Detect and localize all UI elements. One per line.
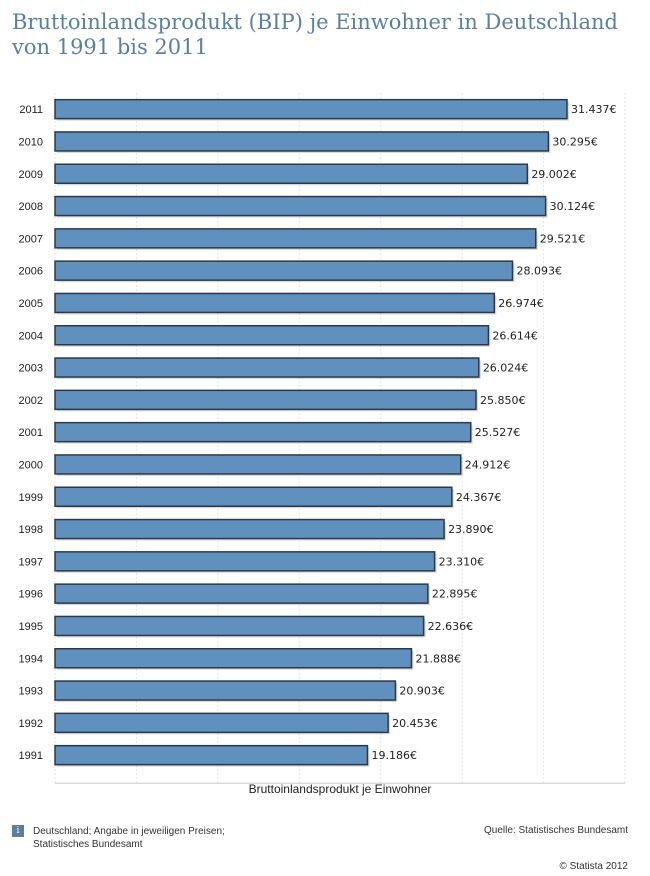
- category-label: 2007: [19, 233, 43, 245]
- category-label: 1992: [19, 718, 43, 730]
- bar-1997[interactable]: [54, 551, 436, 572]
- bar-2009[interactable]: [54, 163, 529, 184]
- category-label: 1999: [19, 492, 43, 504]
- value-label: 30.124€: [550, 200, 596, 213]
- value-label: 20.453€: [392, 717, 438, 730]
- value-label: 26.974€: [498, 297, 544, 310]
- value-label: 28.093€: [517, 265, 563, 278]
- bar-1998[interactable]: [54, 518, 445, 540]
- bar-1995[interactable]: [54, 615, 425, 637]
- source-label: Quelle: Statistisches Bundesamt: [484, 825, 628, 836]
- bar-2004[interactable]: [54, 325, 490, 346]
- bar-2002[interactable]: [54, 389, 477, 411]
- bar-2008[interactable]: [54, 195, 547, 217]
- value-label: 24.912€: [465, 458, 511, 471]
- value-label: 25.527€: [475, 426, 521, 439]
- bar-2003[interactable]: [54, 357, 480, 378]
- bar-1992[interactable]: [54, 712, 389, 734]
- info-icon[interactable]: i: [12, 825, 24, 837]
- bar-2010[interactable]: [54, 131, 550, 152]
- value-label: 22.636€: [428, 620, 474, 633]
- bar-1991[interactable]: [54, 744, 369, 766]
- value-label: 26.614€: [492, 329, 537, 342]
- value-label: 21.888€: [415, 652, 461, 665]
- value-label: 23.890€: [448, 523, 494, 536]
- category-label: 1997: [19, 556, 43, 568]
- category-label: 1993: [19, 686, 43, 698]
- category-label: 1996: [19, 589, 43, 601]
- bar-2005[interactable]: [54, 292, 496, 314]
- bar-1993[interactable]: [54, 680, 397, 701]
- chart-title: Bruttoinlandsprodukt (BIP) je Einwohner …: [12, 10, 618, 59]
- category-label: 2008: [19, 201, 43, 213]
- category-label: 2002: [19, 395, 43, 407]
- bar-2006[interactable]: [54, 260, 514, 281]
- value-label: 29.521€: [540, 232, 586, 245]
- bar-2007[interactable]: [54, 228, 537, 249]
- value-label: 25.850€: [480, 394, 526, 407]
- category-label: 2003: [19, 363, 43, 375]
- category-label: 2006: [19, 266, 43, 278]
- bar-2000[interactable]: [54, 454, 462, 475]
- category-label: 2000: [19, 459, 43, 471]
- x-axis-title: Bruttoinlandsprodukt je Einwohner: [249, 782, 432, 796]
- value-label: 29.002€: [531, 168, 577, 181]
- category-label: 1995: [19, 621, 43, 633]
- category-label: 2005: [19, 298, 43, 310]
- category-label: 1991: [19, 750, 43, 762]
- category-label: 2009: [19, 169, 43, 181]
- category-label: 2001: [19, 427, 43, 439]
- category-label: 2011: [19, 104, 43, 116]
- category-label: 2004: [19, 330, 43, 342]
- value-label: 24.367€: [456, 491, 502, 504]
- value-label: 22.895€: [432, 588, 478, 601]
- value-label: 20.903€: [399, 685, 445, 698]
- category-label: 2010: [19, 136, 43, 148]
- category-label: 1998: [19, 524, 43, 536]
- value-label: 30.295€: [552, 135, 598, 148]
- value-label: 23.310€: [439, 555, 485, 568]
- bar-2011[interactable]: [54, 98, 568, 120]
- value-label: 31.437€: [571, 103, 617, 116]
- bar-2001[interactable]: [54, 421, 472, 443]
- bar-1996[interactable]: [54, 583, 429, 604]
- footer-note-line2: Statistisches Bundesamt: [33, 839, 143, 850]
- category-label: 1994: [19, 653, 43, 665]
- value-label: 26.024€: [483, 362, 529, 375]
- bar-1999[interactable]: [54, 486, 453, 507]
- value-label: 19.186€: [371, 749, 417, 762]
- footer-note: Deutschland; Angabe in jeweiligen Preise…: [33, 825, 293, 851]
- bar-1994[interactable]: [54, 648, 413, 669]
- footer-note-line1: Deutschland; Angabe in jeweiligen Preise…: [33, 826, 225, 837]
- copyright-label[interactable]: © Statista 2012: [559, 861, 628, 872]
